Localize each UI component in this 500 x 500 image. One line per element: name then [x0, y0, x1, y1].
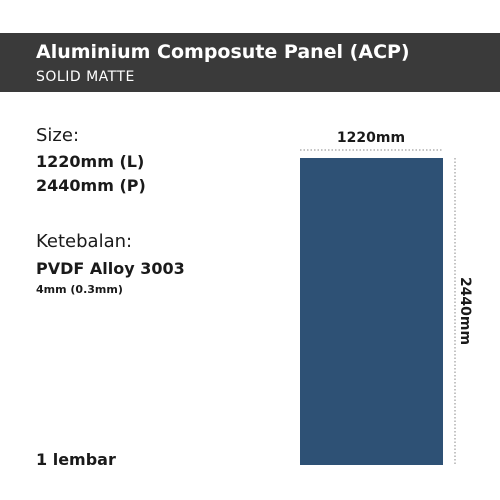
height-label: 2440mm: [457, 277, 473, 345]
subtitle: SOLID MATTE: [36, 69, 135, 85]
width-label: 1220mm: [337, 130, 405, 146]
size-label: Size:: [36, 125, 80, 146]
size-width: 1220mm (L): [36, 152, 145, 171]
size-height: 2440mm (P): [36, 176, 146, 195]
panel: [300, 158, 443, 465]
thickness-label: Ketebalan:: [36, 231, 133, 252]
quantity: 1 lembar: [36, 450, 116, 469]
thickness-material: PVDF Alloy 3003: [36, 259, 185, 278]
title: Aluminium Composute Panel (ACP): [36, 41, 410, 63]
header: Aluminium Composute Panel (ACP) SOLID MA…: [0, 33, 500, 92]
thickness-value: 4mm (0.3mm): [36, 283, 123, 296]
